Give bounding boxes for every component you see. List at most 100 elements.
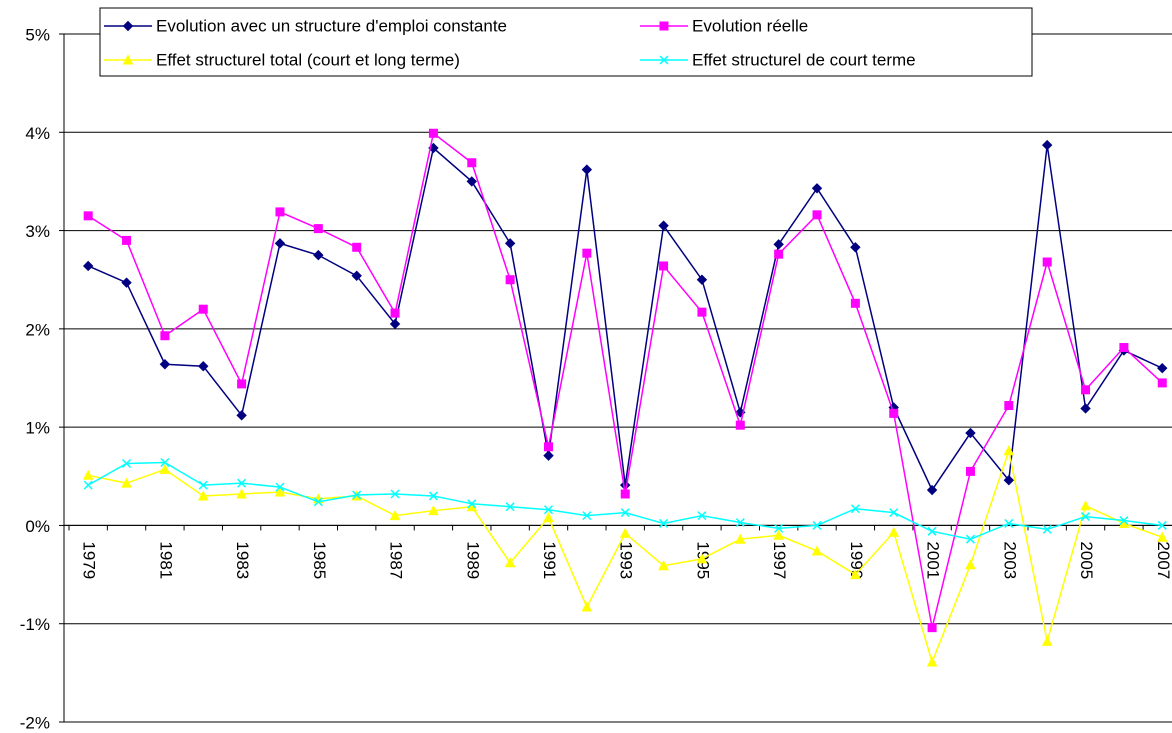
- marker-shape: [581, 164, 593, 175]
- marker-shape: [581, 601, 593, 612]
- marker-shape: [122, 54, 134, 65]
- point: [696, 553, 708, 564]
- marker-shape: [82, 469, 94, 480]
- point: [159, 359, 171, 370]
- marker-shape: [389, 510, 401, 521]
- y-tick-label: 5%: [25, 25, 50, 44]
- marker-shape: [735, 420, 745, 430]
- legend-label: Evolution avec un structure d'emploi con…: [156, 16, 507, 35]
- marker-shape: [543, 450, 554, 461]
- point: [390, 489, 400, 499]
- marker-shape: [428, 128, 438, 138]
- point: [160, 457, 170, 468]
- x-tick-label: 1979: [80, 541, 99, 579]
- point: [850, 569, 861, 580]
- point: [927, 526, 937, 536]
- marker-shape: [811, 545, 823, 556]
- marker-shape: [582, 511, 592, 521]
- marker-shape: [1080, 500, 1091, 511]
- point: [582, 248, 592, 258]
- point: [428, 128, 438, 138]
- marker-shape: [965, 466, 975, 476]
- point: [1119, 343, 1129, 353]
- point: [543, 505, 554, 515]
- point: [389, 318, 401, 330]
- point: [1003, 475, 1015, 486]
- point: [237, 478, 247, 488]
- marker-shape: [274, 486, 286, 497]
- marker-shape: [1157, 362, 1168, 374]
- point: [428, 505, 439, 516]
- marker-shape: [1004, 401, 1014, 411]
- marker-shape: [389, 318, 401, 330]
- marker-shape: [1081, 385, 1091, 395]
- point: [197, 490, 209, 501]
- point: [889, 508, 899, 518]
- point: [697, 511, 707, 521]
- y-tick-label: 0%: [25, 517, 50, 536]
- x-tick-label: 2007: [1154, 541, 1172, 579]
- point: [1081, 512, 1091, 522]
- point: [620, 508, 630, 518]
- point: [352, 490, 362, 500]
- marker-shape: [620, 489, 630, 499]
- point: [505, 275, 515, 285]
- point: [313, 249, 324, 261]
- marker-shape: [659, 55, 669, 65]
- point: [965, 466, 975, 476]
- marker-shape: [619, 527, 631, 538]
- marker-shape: [889, 508, 899, 518]
- marker-shape: [1157, 520, 1167, 530]
- y-tick-label: -1%: [20, 615, 50, 634]
- marker-shape: [658, 220, 669, 231]
- marker-shape: [390, 308, 400, 318]
- x-tick-label: 1991: [540, 541, 559, 579]
- marker-shape: [620, 479, 631, 491]
- point: [581, 601, 593, 612]
- y-tick-label: 2%: [25, 320, 50, 339]
- x-tick-label: 1985: [310, 541, 329, 579]
- x-tick-label: 1981: [156, 541, 175, 579]
- point: [122, 235, 132, 245]
- marker-shape: [850, 242, 861, 253]
- legend-label: Effet structurel de court terme: [692, 50, 916, 69]
- marker-shape: [1157, 378, 1167, 388]
- legend-item: Effet structurel total (court et long te…: [104, 50, 460, 69]
- point: [504, 557, 516, 568]
- point: [122, 20, 134, 32]
- marker-shape: [274, 238, 286, 249]
- y-tick-label: -2%: [20, 713, 50, 732]
- marker-shape: [428, 491, 438, 501]
- marker-shape: [850, 569, 861, 580]
- point: [812, 520, 822, 530]
- marker-shape: [696, 274, 708, 285]
- point: [1119, 515, 1129, 526]
- x-tick-label: 1997: [770, 541, 789, 579]
- marker-shape: [735, 517, 745, 528]
- x-tick-label: 2005: [1077, 541, 1096, 579]
- marker-shape: [965, 427, 976, 439]
- marker-shape: [889, 408, 899, 418]
- marker-shape: [313, 224, 323, 234]
- marker-shape: [467, 499, 477, 509]
- x-tick-label: 2003: [1000, 541, 1019, 579]
- point: [313, 224, 323, 234]
- marker-shape: [505, 275, 515, 285]
- legend-item: Effet structurel de court terme: [640, 50, 916, 69]
- marker-shape: [237, 379, 247, 389]
- marker-shape: [1119, 343, 1129, 353]
- marker-shape: [467, 158, 477, 168]
- point: [275, 207, 285, 217]
- marker-shape: [198, 360, 209, 372]
- point: [467, 499, 477, 509]
- marker-shape: [1003, 445, 1015, 456]
- marker-shape: [352, 242, 362, 252]
- marker-shape: [352, 490, 362, 500]
- x-tick-label: 1983: [233, 541, 252, 579]
- marker-shape: [313, 249, 324, 261]
- marker-shape: [850, 298, 860, 308]
- marker-shape: [926, 484, 938, 496]
- point: [1041, 139, 1053, 151]
- point: [620, 479, 631, 491]
- point: [659, 21, 669, 31]
